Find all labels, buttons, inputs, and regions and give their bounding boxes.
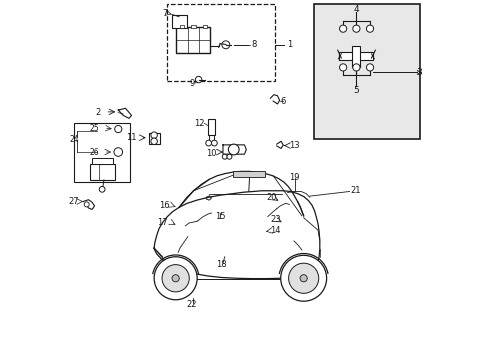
- Circle shape: [211, 140, 217, 146]
- Bar: [92, 158, 113, 164]
- Text: 6: 6: [280, 96, 285, 105]
- Circle shape: [205, 140, 211, 146]
- Text: 23: 23: [270, 215, 281, 224]
- Bar: [314, 4, 419, 139]
- Text: 14: 14: [270, 226, 280, 235]
- Text: 2: 2: [95, 108, 100, 117]
- Text: 5: 5: [353, 86, 359, 95]
- Bar: [180, 26, 184, 28]
- Circle shape: [288, 263, 318, 293]
- Text: 26: 26: [89, 148, 99, 157]
- Circle shape: [99, 186, 105, 192]
- Text: 19: 19: [288, 173, 299, 182]
- Circle shape: [226, 154, 231, 159]
- Bar: [233, 171, 265, 177]
- Text: 13: 13: [289, 141, 299, 150]
- Circle shape: [172, 275, 179, 282]
- Circle shape: [352, 25, 359, 32]
- Text: 27: 27: [68, 197, 79, 206]
- Bar: [89, 164, 115, 180]
- Text: 10: 10: [205, 149, 216, 158]
- Circle shape: [151, 138, 157, 144]
- Bar: [207, 119, 215, 135]
- Bar: [176, 27, 210, 53]
- Circle shape: [151, 132, 157, 138]
- Text: 9: 9: [189, 80, 195, 89]
- Text: 4: 4: [353, 5, 359, 14]
- Circle shape: [154, 257, 197, 300]
- Circle shape: [222, 154, 227, 159]
- Bar: [203, 26, 207, 28]
- Circle shape: [300, 275, 306, 282]
- Bar: [74, 123, 129, 182]
- Circle shape: [366, 25, 373, 32]
- Circle shape: [115, 126, 122, 133]
- Bar: [148, 133, 159, 144]
- Circle shape: [84, 202, 89, 207]
- Circle shape: [339, 25, 346, 32]
- Bar: [171, 15, 186, 28]
- Text: 8: 8: [250, 40, 256, 49]
- Bar: [339, 52, 373, 60]
- Text: 22: 22: [186, 300, 196, 309]
- Circle shape: [280, 255, 326, 301]
- Text: 3: 3: [416, 68, 422, 77]
- Text: 16: 16: [159, 201, 169, 210]
- Text: 20: 20: [265, 193, 276, 202]
- Text: 17: 17: [157, 218, 167, 227]
- Circle shape: [339, 64, 346, 71]
- Text: 25: 25: [89, 123, 99, 132]
- Circle shape: [228, 144, 239, 155]
- Text: 15: 15: [214, 212, 225, 221]
- Bar: [167, 4, 274, 81]
- Circle shape: [366, 64, 373, 71]
- Bar: [191, 26, 195, 28]
- Text: 21: 21: [349, 186, 360, 195]
- Circle shape: [222, 41, 229, 49]
- Text: 1: 1: [286, 40, 291, 49]
- Circle shape: [162, 265, 189, 292]
- Circle shape: [114, 148, 122, 156]
- Text: 7: 7: [162, 9, 167, 18]
- Circle shape: [195, 76, 202, 83]
- Text: 24: 24: [69, 135, 79, 144]
- Text: 12: 12: [193, 119, 204, 128]
- Text: 18: 18: [215, 260, 226, 269]
- Text: 11: 11: [125, 133, 136, 142]
- Circle shape: [352, 64, 359, 71]
- Bar: [352, 45, 360, 67]
